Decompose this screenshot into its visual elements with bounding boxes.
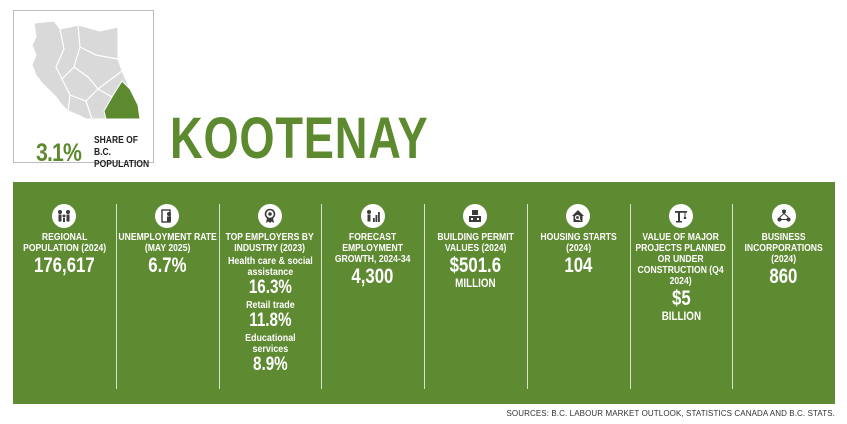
stats-panel: REGIONAL POPULATION (2024) 176,617 UNEMP… [13, 182, 835, 404]
stat-value: 860 [769, 265, 798, 288]
stat-unit: BILLION [661, 309, 701, 323]
family-icon [52, 204, 77, 228]
industry-name: Health care & social assistance [227, 255, 313, 278]
stat-label: VALUE OF MAJOR PROJECTS PLANNED OR UNDER… [635, 231, 727, 287]
stat-value: 176,617 [34, 254, 95, 277]
region-boundaries [55, 24, 123, 120]
region-map-box: 3.1% SHARE OF B.C. POPULATION [13, 10, 154, 170]
stat-label: TOP EMPLOYERS BY INDUSTRY (2023) [225, 231, 314, 254]
stat-unemployment-rate: UNEMPLOYMENT RATE (MAY 2025) 6.7% [115, 182, 219, 404]
industry-value: 11.8% [248, 310, 291, 331]
industry-value: 8.9% [252, 354, 288, 375]
person-growth-chart-icon [360, 204, 385, 228]
stat-label: HOUSING STARTS (2024) [539, 231, 617, 254]
stat-label: REGIONAL POPULATION (2024) [22, 231, 106, 254]
house-search-icon [566, 204, 591, 228]
stat-value: $501.6 [449, 254, 502, 277]
stat-value: 6.7% [147, 254, 187, 277]
industry-value: 16.3% [248, 277, 292, 298]
kootenay-highlight [103, 80, 141, 120]
stat-regional-population: REGIONAL POPULATION (2024) 176,617 [13, 182, 116, 404]
stat-forecast-growth: FORECAST EMPLOYMENT GROWTH, 2024-34 4,30… [321, 182, 424, 404]
stat-label: UNEMPLOYMENT RATE (MAY 2025) [117, 231, 217, 254]
industry-name: Retail trade [245, 299, 295, 311]
share-label: SHARE OF B.C. POPULATION [94, 135, 150, 170]
stat-label: BUILDING PERMIT VALUES (2024) [437, 231, 514, 254]
stat-housing-starts: HOUSING STARTS (2024) 104 [526, 182, 630, 404]
construction-crane-icon [668, 204, 693, 228]
stat-business-incorporations: BUSINESS INCORPORATIONS (2024) 860 [732, 182, 835, 404]
region-title: KOOTENAY [170, 106, 429, 171]
stat-label: BUSINESS INCORPORATIONS (2024) [744, 231, 823, 265]
share-percent: 3.1% [36, 138, 82, 167]
stat-building-permits: BUILDING PERMIT VALUES (2024) $501.6 MIL… [424, 182, 527, 404]
business-network-icon [771, 204, 796, 228]
award-ribbon-icon [257, 204, 282, 228]
bc-region-map [31, 20, 141, 120]
population-share: 3.1% SHARE OF B.C. POPULATION [36, 135, 166, 171]
stat-unit: MILLION [455, 276, 496, 290]
person-resume-icon [155, 204, 180, 228]
industry-name: Educational services [244, 332, 296, 355]
stat-major-projects: VALUE OF MAJOR PROJECTS PLANNED OR UNDER… [629, 182, 733, 404]
building-permit-icon [463, 204, 488, 228]
stat-value: 104 [564, 254, 593, 277]
stat-top-employers: TOP EMPLOYERS BY INDUSTRY (2023) Health … [218, 182, 322, 404]
stat-value: 4,300 [351, 265, 394, 288]
stat-label: FORECAST EMPLOYMENT GROWTH, 2024-34 [334, 231, 411, 265]
stat-value: $5 [671, 287, 691, 310]
sources-note: SOURCES: B.C. LABOUR MARKET OUTLOOK, STA… [506, 409, 835, 418]
